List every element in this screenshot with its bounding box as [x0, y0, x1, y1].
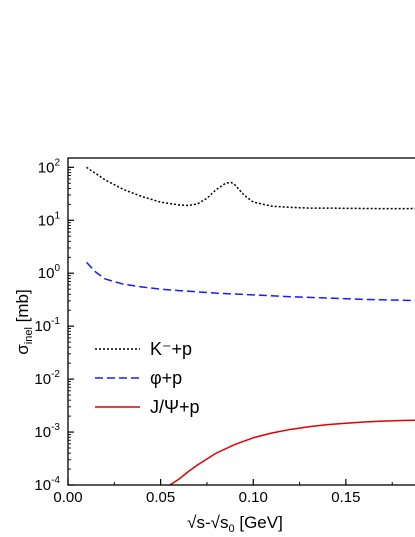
y-axis: 10-4 10-3 10-2 10-1 100 101 102: [34, 157, 74, 494]
series-jpsi-p-line: [169, 419, 415, 485]
plot-frame: [67, 157, 415, 486]
x-tick-label: 0.00: [53, 489, 82, 506]
y-tick-label: 101: [38, 210, 61, 229]
y-tick-label: 100: [38, 263, 61, 282]
y-tick-label: 10-4: [34, 475, 60, 494]
legend-label-phi-p: φ+p: [150, 368, 182, 388]
y-tick-label: 10-1: [34, 316, 60, 335]
x-axis-title-main: √s-√s: [187, 513, 228, 532]
y-axis-title: σinel [mb]: [13, 289, 35, 354]
legend-label-jpsi-p: J/Ψ+p: [150, 397, 200, 417]
y-tick-label: 10-2: [34, 369, 60, 388]
x-axis-title: √s-√s0 [GeV]: [187, 513, 283, 535]
series-phi-p-line: [85, 261, 415, 302]
series-kminus-p-line: [86, 166, 415, 210]
x-axis-title-sub: 0: [229, 523, 235, 535]
x-tick-label: 0.15: [331, 489, 360, 506]
legend: K⁻+p φ+p J/Ψ+p: [95, 339, 200, 417]
y-tick-label: 10-3: [34, 422, 60, 441]
legend-label-kminus-p: K⁻+p: [150, 339, 192, 359]
y-axis-title-sub: inel: [23, 327, 35, 344]
y-tick-label: 102: [38, 157, 61, 176]
y-axis-title-main: σ: [13, 344, 32, 355]
x-tick-label: 0.10: [239, 489, 268, 506]
x-axis-title-unit: [GeV]: [235, 513, 283, 532]
series-layer: [85, 166, 415, 485]
x-tick-label: 0.05: [146, 489, 175, 506]
x-axis: 0.00 0.05 0.10 0.15: [53, 479, 393, 506]
y-axis-title-unit: [mb]: [13, 289, 32, 327]
